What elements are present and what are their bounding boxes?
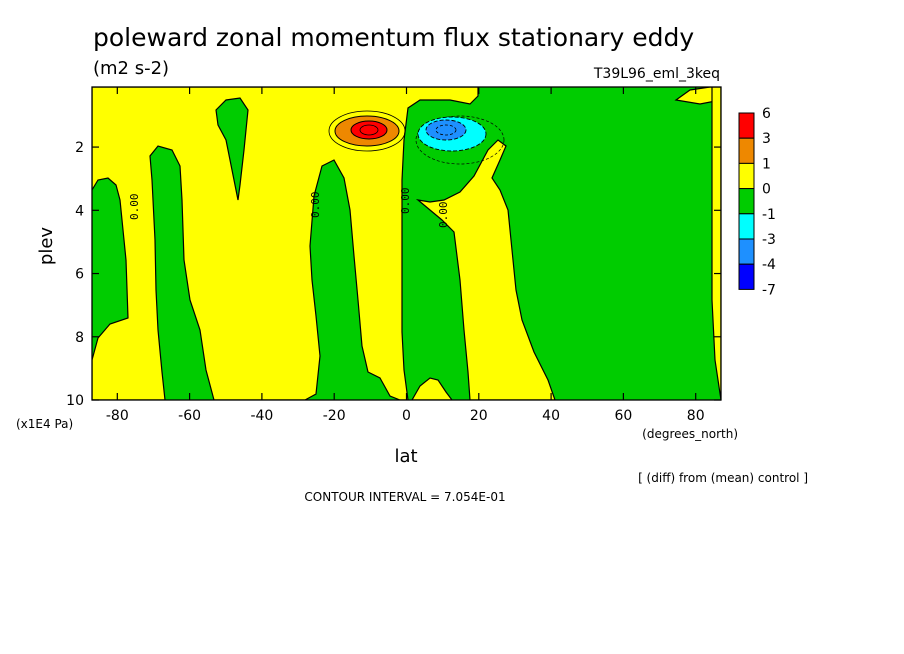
legend-level-label: 1 bbox=[762, 156, 771, 172]
legend-level-label: -1 bbox=[762, 207, 776, 223]
x-tick-label: -40 bbox=[250, 408, 273, 424]
experiment-label: T39L96_eml_3keq bbox=[593, 66, 720, 82]
x-tick-label: 60 bbox=[614, 408, 632, 424]
plot-area: 0.00 0.00 0.00 0.00 bbox=[91, 86, 722, 401]
x-tick-label: -20 bbox=[323, 408, 346, 424]
x-tick-label: 80 bbox=[687, 408, 705, 424]
legend-level-label: 3 bbox=[762, 131, 771, 147]
legend-swatch bbox=[738, 188, 755, 215]
legend-swatch bbox=[738, 263, 755, 290]
x-tick-label: 0 bbox=[402, 408, 411, 424]
y-tick-label: 4 bbox=[75, 203, 84, 219]
legend-level-label: -4 bbox=[762, 257, 776, 273]
field-positive-tongue bbox=[411, 139, 556, 400]
diff-note: [ (diff) from (mean) control ] bbox=[638, 471, 808, 485]
legend-level-label: -3 bbox=[762, 232, 776, 248]
negative-minimum bbox=[415, 115, 505, 165]
contour-interval: CONTOUR INTERVAL = 7.054E-01 bbox=[304, 490, 505, 504]
chart-title: poleward zonal momentum flux stationary … bbox=[93, 23, 694, 52]
x-axis-units: (degrees_north) bbox=[642, 427, 738, 441]
x-tick-label: -60 bbox=[178, 408, 201, 424]
y-axis-units: (x1E4 Pa) bbox=[16, 417, 73, 431]
y-tick-label: 2 bbox=[75, 140, 84, 156]
chart-units: (m2 s-2) bbox=[93, 58, 169, 79]
contour-label: 0.00 bbox=[128, 194, 141, 221]
x-tick-label: -80 bbox=[106, 408, 129, 424]
legend-swatch bbox=[738, 213, 755, 240]
field-positive-patch bbox=[674, 87, 721, 105]
contour-labels: 0.00 0.00 0.00 0.00 bbox=[128, 188, 450, 229]
x-axis-label: lat bbox=[394, 446, 417, 467]
y-axis: 2 4 6 8 10 bbox=[66, 140, 721, 409]
contour-label: 0.00 bbox=[309, 192, 322, 219]
legend-swatch bbox=[738, 238, 755, 265]
contour-label: 0.00 bbox=[399, 188, 412, 215]
y-axis-label: plev bbox=[36, 227, 57, 266]
field-positive-edge bbox=[711, 87, 721, 400]
x-tick-label: 40 bbox=[542, 408, 560, 424]
field-negative-regions bbox=[215, 97, 249, 201]
legend-level-label: -7 bbox=[762, 282, 776, 298]
y-tick-label: 6 bbox=[75, 267, 84, 283]
contour-label: 0.00 bbox=[437, 202, 450, 229]
y-tick-label: 10 bbox=[66, 393, 84, 409]
legend-swatch bbox=[738, 112, 755, 139]
field-positive-regions bbox=[92, 87, 479, 400]
legend-level-label: 0 bbox=[762, 182, 771, 198]
legend-level-label: 6 bbox=[762, 106, 771, 122]
legend-swatch bbox=[738, 162, 755, 190]
colorbar-legend: 6 3 1 0 -1 -3 -4 -7 bbox=[738, 106, 776, 298]
x-tick-label: 20 bbox=[470, 408, 488, 424]
positive-maximum bbox=[328, 110, 406, 152]
y-tick-label: 8 bbox=[75, 330, 84, 346]
legend-swatch bbox=[738, 137, 755, 164]
x-axis: -80 -60 -40 -20 0 20 40 60 80 bbox=[106, 87, 705, 424]
